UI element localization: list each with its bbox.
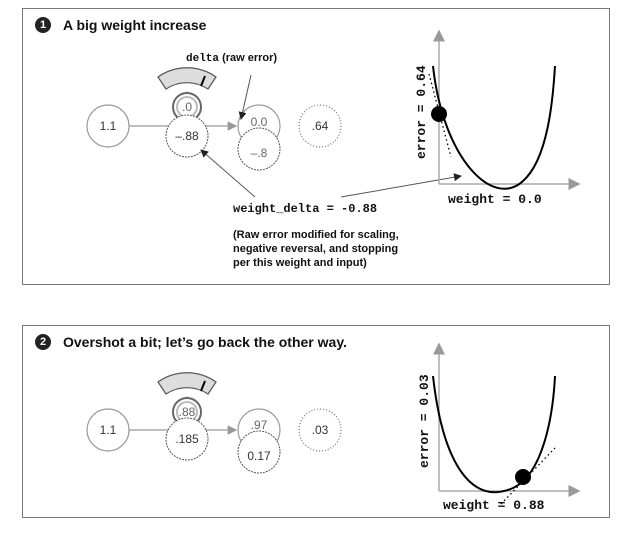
delta-value: 0.17: [247, 449, 271, 463]
weight-delta-pointer-arrow: [200, 149, 256, 198]
title-text: A big weight increase: [63, 17, 207, 33]
step-badge: 1: [35, 17, 51, 33]
delta-node: [237, 127, 281, 171]
panel-1-title: 1 A big weight increase: [35, 17, 206, 33]
panel-2-diagram: error = 0.03 weight = 0.88 1.1 .88 .185 …: [86, 342, 581, 513]
weight-delta-note: (Raw error modified for scaling, negativ…: [233, 229, 399, 269]
input-node: [86, 104, 130, 148]
error-value: .64: [312, 119, 329, 133]
error-node: [298, 408, 342, 452]
panel-1-diagram: error = 0.64 weight = 0.0 1.1 .0 –.88 0.…: [86, 29, 581, 207]
weight-delta-value: –.88: [175, 129, 199, 143]
y-axis-label: error = 0.03: [417, 374, 432, 468]
y-axis-label: error = 0.64: [414, 65, 429, 159]
weight-delta-node: [165, 114, 209, 158]
gauge-icon: [157, 67, 217, 97]
error-curve-graph: error = 0.03 weight = 0.88: [417, 342, 581, 513]
step-badge: 2: [35, 334, 51, 350]
weight-value: .88: [179, 405, 196, 419]
prediction-value: .97: [251, 418, 268, 432]
input-value: 1.1: [100, 423, 117, 437]
delta-pointer-arrow: [238, 74, 252, 120]
error-node: [298, 104, 342, 148]
input-value: 1.1: [100, 119, 117, 133]
error-curve-graph: error = 0.64 weight = 0.0: [414, 29, 581, 207]
panel-big-weight-increase: error = 0.64 weight = 0.0 1.1 .0 –.88 0.…: [22, 8, 610, 285]
title-text: Overshot a bit; let’s go back the other …: [63, 334, 347, 350]
graph-pointer-arrow: [340, 173, 462, 198]
weight-delta-label: weight_delta = -0.88: [233, 202, 378, 216]
delta-value: –.8: [251, 146, 268, 160]
delta-label: delta (raw error): [186, 52, 278, 65]
panel-overshot: error = 0.03 weight = 0.88 1.1 .88 .185 …: [22, 325, 610, 518]
prediction-value: 0.0: [251, 115, 268, 129]
x-axis-label: weight = 0.88: [443, 498, 545, 513]
input-node: [86, 408, 130, 452]
panel-2-title: 2 Overshot a bit; let’s go back the othe…: [35, 334, 347, 350]
error-value: .03: [312, 423, 329, 437]
weight-delta-node: [165, 417, 209, 461]
weight-value: .0: [182, 100, 192, 114]
delta-node: [237, 430, 281, 474]
weight-delta-value: .185: [175, 432, 199, 446]
gauge-icon: [157, 372, 217, 402]
x-axis-label: weight = 0.0: [448, 192, 542, 207]
